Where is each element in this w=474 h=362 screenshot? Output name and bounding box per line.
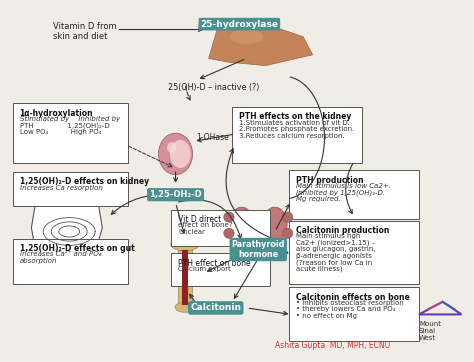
Ellipse shape <box>158 133 192 175</box>
Text: 25(OH)-D – inactive (?): 25(OH)-D – inactive (?) <box>168 83 260 92</box>
Polygon shape <box>209 22 313 66</box>
Ellipse shape <box>283 212 293 222</box>
Text: 1,25(OH)₂-D effects on gut: 1,25(OH)₂-D effects on gut <box>19 244 134 253</box>
Text: • no effect on Mg: • no effect on Mg <box>296 313 357 319</box>
Ellipse shape <box>251 221 265 235</box>
Text: Calcitonin: Calcitonin <box>190 303 241 312</box>
Text: 1α-hydroxylation: 1α-hydroxylation <box>19 109 93 118</box>
FancyBboxPatch shape <box>12 239 128 284</box>
Text: also glucagon, gastrin,: also glucagon, gastrin, <box>296 246 376 252</box>
Ellipse shape <box>283 228 293 238</box>
Text: 1,25(OH)₂-D effects on kidney: 1,25(OH)₂-D effects on kidney <box>19 177 149 186</box>
Text: Calcium export: Calcium export <box>178 266 231 272</box>
Text: absorption: absorption <box>19 258 57 264</box>
Text: Main stimulus hgh: Main stimulus hgh <box>296 233 360 239</box>
Text: Inhibited by 1,25(OH)₂-D.: Inhibited by 1,25(OH)₂-D. <box>296 189 385 196</box>
FancyBboxPatch shape <box>289 221 419 284</box>
Text: • thereby lowers Ca and PO₄: • thereby lowers Ca and PO₄ <box>296 307 395 312</box>
Text: Vit D direct: Vit D direct <box>178 215 221 224</box>
Ellipse shape <box>224 228 234 238</box>
Text: Unclear: Unclear <box>178 229 205 235</box>
Text: 1,25-OH₂-D: 1,25-OH₂-D <box>149 190 202 199</box>
Text: Mg required.: Mg required. <box>296 196 341 202</box>
Text: PTH               1,25(OH)₂-D: PTH 1,25(OH)₂-D <box>19 123 109 129</box>
Text: Ca2+ (ionized>1.15) –: Ca2+ (ionized>1.15) – <box>296 240 375 246</box>
Text: Low PO₄          High PO₄: Low PO₄ High PO₄ <box>19 129 101 135</box>
Ellipse shape <box>230 30 263 44</box>
Text: Vitamin D from
skin and diet: Vitamin D from skin and diet <box>53 22 116 41</box>
Ellipse shape <box>263 207 287 241</box>
Text: Parathyroid
hormone: Parathyroid hormone <box>232 240 285 259</box>
Ellipse shape <box>224 212 234 222</box>
Ellipse shape <box>167 142 176 153</box>
Text: Main stimulus is low Ca2+.: Main stimulus is low Ca2+. <box>296 183 391 189</box>
Text: Calcitonin effects on bone: Calcitonin effects on bone <box>296 293 410 302</box>
Ellipse shape <box>170 140 191 168</box>
Text: (?reason for low Ca in: (?reason for low Ca in <box>296 259 372 266</box>
Text: acute illness): acute illness) <box>296 266 343 272</box>
FancyBboxPatch shape <box>171 253 270 286</box>
Ellipse shape <box>171 237 199 251</box>
FancyBboxPatch shape <box>171 210 270 246</box>
FancyBboxPatch shape <box>289 170 419 219</box>
Text: 2.Promotes phosphate excretion.: 2.Promotes phosphate excretion. <box>239 126 355 132</box>
Text: 1.Stimulates activation of vit D.: 1.Stimulates activation of vit D. <box>239 120 350 126</box>
FancyBboxPatch shape <box>12 104 128 163</box>
Text: 3.Reduces calcium resorption.: 3.Reduces calcium resorption. <box>239 133 345 139</box>
Text: Mount
Sinai
West: Mount Sinai West <box>419 321 441 341</box>
Ellipse shape <box>229 207 254 241</box>
Text: 1-OHase: 1-OHase <box>196 132 228 142</box>
Text: β-adrenergic agonists: β-adrenergic agonists <box>296 253 372 259</box>
Text: • inhibits osteoclast resorption: • inhibits osteoclast resorption <box>296 300 404 306</box>
Text: Increases Ca resorption: Increases Ca resorption <box>19 185 102 191</box>
FancyBboxPatch shape <box>232 107 362 163</box>
Text: effect on bone?: effect on bone? <box>178 223 232 228</box>
FancyBboxPatch shape <box>12 172 128 206</box>
Text: PTH effects on the kidney: PTH effects on the kidney <box>239 113 352 122</box>
Text: PTH production: PTH production <box>296 176 364 185</box>
Text: Calcitonin production: Calcitonin production <box>296 226 390 235</box>
Ellipse shape <box>175 302 195 312</box>
Bar <box>182 249 188 306</box>
Bar <box>178 244 191 307</box>
Polygon shape <box>31 192 102 264</box>
Text: Increases Ca²⁺ and PO₄: Increases Ca²⁺ and PO₄ <box>19 251 101 257</box>
Text: Stimulated by    Inhibited by: Stimulated by Inhibited by <box>19 116 120 122</box>
FancyBboxPatch shape <box>289 287 419 341</box>
Text: Ashita Gupta  MD, MPH, ECNU: Ashita Gupta MD, MPH, ECNU <box>275 341 390 350</box>
Text: 25-hydroxylase: 25-hydroxylase <box>201 20 278 29</box>
Text: PTH effect on bone: PTH effect on bone <box>178 258 251 268</box>
